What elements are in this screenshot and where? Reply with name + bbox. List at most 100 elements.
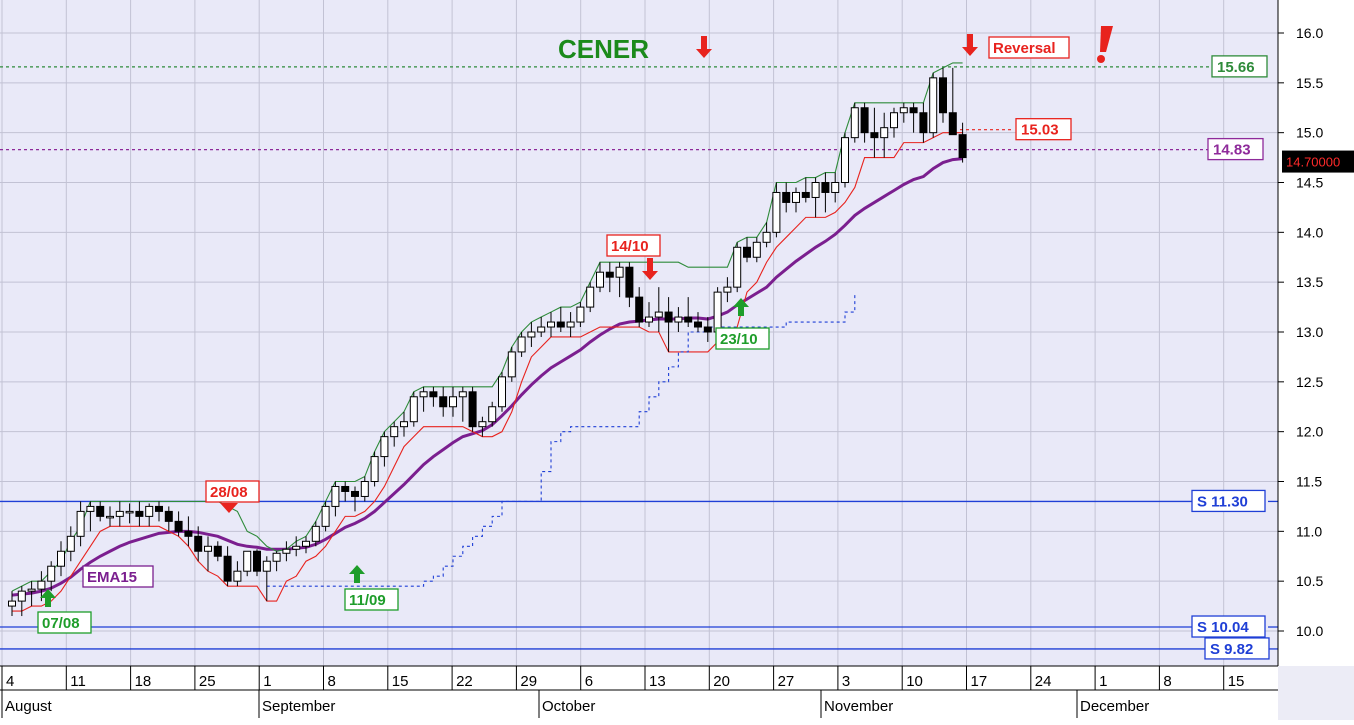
axis-corner (1278, 666, 1354, 720)
x-tick-label: 22 (456, 673, 473, 690)
candle-up (488, 406, 497, 423)
y-tick-label: 15.0 (1296, 125, 1323, 141)
overlay-lower (12, 132, 963, 612)
candle-down (253, 550, 261, 572)
candle-up (566, 321, 575, 328)
candle-up (537, 326, 546, 333)
candle-up (645, 316, 653, 323)
candle-up (282, 548, 291, 554)
candle-down (194, 535, 203, 552)
candle-down (468, 391, 477, 428)
level-label-box (1191, 489, 1266, 513)
candle-down (684, 316, 693, 323)
candle-down (635, 296, 644, 323)
month-label: December (1080, 698, 1149, 715)
candle-down (909, 107, 918, 114)
candle-up (17, 590, 26, 602)
candle-up (262, 560, 271, 572)
candle-down (703, 326, 712, 333)
candle-up (507, 351, 516, 378)
candle-up (145, 505, 154, 517)
candle-up (27, 588, 36, 592)
candle-down (164, 510, 173, 522)
level-label-box (1207, 137, 1264, 161)
plot-background (0, 0, 1278, 666)
signal-label-1109-box (344, 588, 399, 611)
candle-up (792, 191, 800, 203)
candle-up (115, 510, 124, 517)
candle-down (556, 321, 565, 328)
sell-arrow-icon (220, 503, 238, 513)
candle-down (801, 191, 810, 198)
x-tick-label: 4 (6, 673, 14, 690)
candle-down (223, 555, 232, 582)
level-label-box (1015, 118, 1072, 141)
candles (8, 67, 967, 617)
y-tick-label: 14.0 (1296, 224, 1323, 240)
month-label: October (542, 698, 595, 715)
sell-arrow-icon (962, 34, 978, 56)
candle-up (850, 107, 859, 139)
buy-arrow-icon (40, 589, 56, 607)
candle-up (360, 481, 369, 497)
candle-up (302, 540, 310, 547)
candle-up (233, 570, 242, 582)
level-label-box (1191, 615, 1266, 638)
candle-down (664, 311, 673, 323)
x-tick-label: 11 (70, 673, 86, 690)
level-label: S 10.04 (1197, 619, 1249, 636)
candle-up (419, 391, 428, 398)
candle-down (96, 505, 105, 517)
candle-up (811, 182, 820, 198)
signal-label-reversal: Reversal (993, 40, 1056, 57)
candle-up (841, 137, 849, 183)
y-tick-label: 13.5 (1296, 274, 1323, 290)
candle-up (458, 391, 467, 398)
buy-arrow-icon (733, 298, 749, 316)
x-tick-label: 18 (135, 673, 152, 690)
candle-up (723, 286, 732, 293)
candle-up (762, 231, 771, 243)
candle-up (478, 421, 487, 428)
candle-down (429, 391, 438, 398)
candle-up (449, 396, 457, 408)
x-tick-label: 13 (649, 673, 666, 690)
overlay-upper (11, 62, 963, 592)
signal-label-2310-box (715, 327, 770, 350)
candle-up (527, 331, 536, 338)
candle-down (743, 246, 751, 258)
candle-up (292, 545, 301, 550)
candle-up (370, 456, 379, 483)
month-label: November (824, 698, 893, 715)
month-label: September (262, 698, 335, 715)
candle-up (831, 182, 840, 193)
x-tick-label: 8 (1163, 673, 1171, 690)
candle-down (184, 530, 193, 537)
candle-up (576, 306, 585, 323)
x-tick-label: 29 (520, 673, 537, 690)
candle-down (782, 191, 791, 203)
candle-up (547, 321, 555, 328)
indicator-lines (11, 62, 963, 612)
x-tick-label: 15 (392, 673, 409, 690)
candle-up (66, 535, 75, 552)
candle-down (135, 510, 144, 517)
x-tick-label: 8 (328, 673, 336, 690)
sell-arrow-icon (642, 258, 658, 280)
candle-down (351, 490, 359, 497)
bottom-axis-background (0, 666, 1278, 720)
candle-up (596, 271, 604, 288)
candle-down (625, 266, 634, 298)
level-label: S 9.82 (1210, 641, 1253, 658)
candle-up (76, 510, 85, 537)
x-tick-label: 1 (263, 673, 271, 690)
signal-label-1410-box (606, 234, 661, 257)
candle-up (880, 127, 889, 139)
x-tick-label: 20 (713, 673, 730, 690)
candle-up (311, 525, 320, 542)
candle-down (439, 396, 448, 408)
x-tick-label: 27 (778, 673, 795, 690)
x-tick-label: 3 (842, 673, 850, 690)
